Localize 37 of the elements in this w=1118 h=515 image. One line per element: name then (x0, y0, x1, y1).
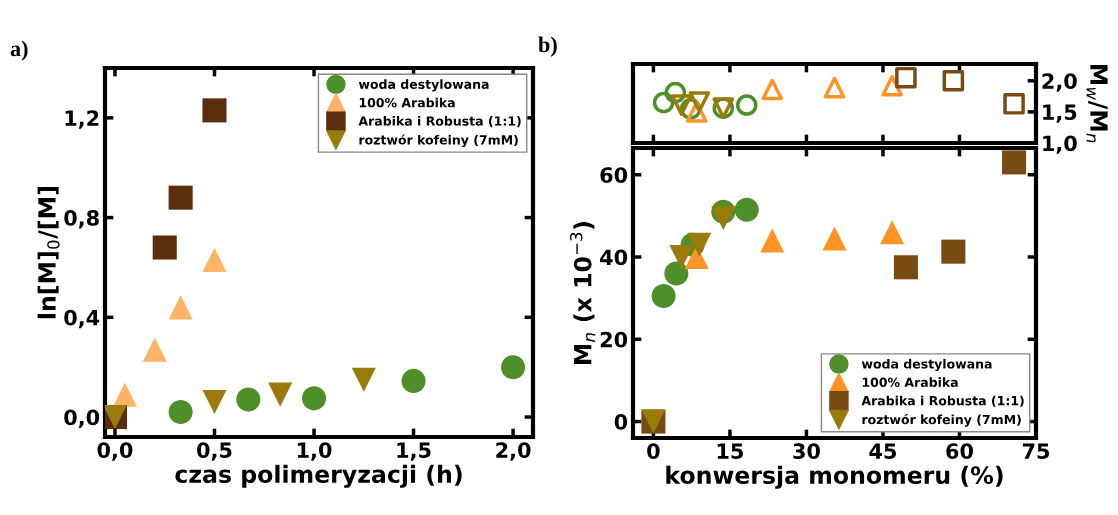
x-tick-label: 75 (1022, 443, 1050, 459)
y-tick-label: 1,2 (65, 110, 99, 129)
x-tick-label: 1,0 (297, 442, 332, 461)
legend-label: roztwór kofeiny (7mM) (359, 134, 518, 148)
x-tick-label: 0 (647, 443, 660, 459)
x-tick-label: 0,5 (197, 442, 232, 461)
y-axis-title: M$_{n}$ (x 10$^{−3}$) (569, 222, 596, 365)
x-tick-label: 1,5 (397, 442, 431, 461)
legend-label: Arabika i Robusta (1:1) (861, 395, 1024, 407)
x-tick-label: 0,0 (97, 442, 133, 461)
chart-title: b) (538, 36, 557, 57)
y-axis-title: ln[M]$_{0}$/[M] (37, 187, 60, 319)
legend-label: Arabika i Robusta (1:1) (358, 116, 521, 128)
y2-tick-label: 1,5 (1043, 104, 1077, 123)
legend-label: 100% Arabika (359, 97, 455, 108)
y-tick-label: 20 (600, 331, 628, 348)
legend-label: woda destylowana (861, 358, 992, 372)
y-tick-label: 0,8 (64, 210, 99, 229)
x-tick-label: 2,0 (496, 442, 531, 461)
x-tick-label: 15 (717, 443, 743, 459)
x-axis-title: konwersja monomeru (%) (666, 465, 1003, 489)
chart-title: a) (10, 40, 28, 61)
legend-label: woda destylowana (358, 79, 489, 92)
y2-axis-title: M$_{w}$/M$_{n}$ (1086, 64, 1108, 143)
legend-label: 100% Arabika (862, 377, 958, 388)
x-tick-label: 30 (793, 443, 820, 459)
y2-tick-label: 1,0 (1043, 135, 1077, 154)
y-tick-label: 0,0 (64, 409, 100, 428)
y-tick-label: 0,4 (64, 309, 100, 329)
y2-tick-label: 2,0 (1042, 73, 1077, 92)
y-tick-label: 60 (600, 167, 628, 183)
y-tick-label: 40 (600, 249, 628, 266)
x-axis-title: czas polimeryzacji (h) (175, 464, 462, 488)
y-tick-label: 0 (614, 414, 628, 430)
x-tick-label: 45 (869, 443, 896, 459)
x-tick-label: 60 (946, 443, 973, 459)
legend-label: roztwór kofeiny (7mM) (862, 414, 1021, 427)
